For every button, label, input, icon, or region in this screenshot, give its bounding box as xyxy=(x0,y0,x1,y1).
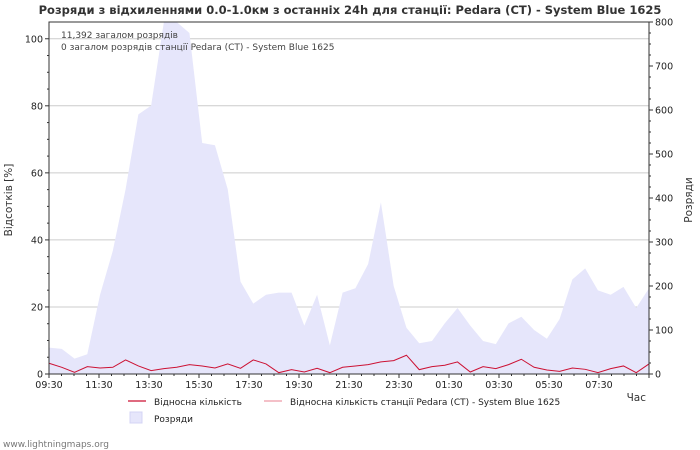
x-axis-label: Час xyxy=(627,392,647,404)
x-tick-label-9: 03:30 xyxy=(485,380,512,391)
y-left-tick-label-0: 0 xyxy=(37,370,43,381)
discharges-area-layer xyxy=(49,22,649,374)
annotation-total-discharges: 11,392 загалом розрядів xyxy=(61,31,178,41)
y-right-tick-label-4: 400 xyxy=(655,194,673,205)
y-left-tick-label-3: 60 xyxy=(31,168,43,179)
footer-credit: www.lightningmaps.org xyxy=(3,440,109,450)
y-right-tick-label-1: 100 xyxy=(655,326,673,337)
y-left-tick-label-5: 100 xyxy=(25,34,43,45)
left-axis-ticks: 0 20 40 60 80 100 xyxy=(25,34,49,381)
legend-label-station-relative: Відносна кількість станції Pedara (CT) -… xyxy=(290,398,560,408)
x-axis-ticks: 09:30 11:30 13:30 15:30 17:30 19:30 21:30 23:30… xyxy=(35,374,650,391)
x-tick-label-10: 05:30 xyxy=(535,380,562,391)
legend-swatch-discharges xyxy=(129,411,143,424)
legend-label-discharges: Розряди xyxy=(154,415,193,425)
right-axis-ticks: 0 100 200 300 400 500 600 700 800 xyxy=(649,18,673,381)
x-tick-label-3: 15:30 xyxy=(185,380,212,391)
chart-title: Розряди з відхиленнями 0.0-1.0км з остан… xyxy=(39,3,662,17)
y-right-tick-label-0: 0 xyxy=(655,370,661,381)
y-left-tick-label-1: 20 xyxy=(31,302,43,313)
x-tick-label-6: 21:30 xyxy=(335,380,362,391)
legend-label-relative: Відносна кількість xyxy=(154,398,242,408)
x-tick-label-4: 17:30 xyxy=(235,380,262,391)
x-tick-label-0: 09:30 xyxy=(35,380,62,391)
y-right-tick-label-5: 500 xyxy=(655,150,673,161)
x-tick-label-1: 11:30 xyxy=(85,380,112,391)
y-right-tick-label-3: 300 xyxy=(655,238,673,249)
x-tick-label-2: 13:30 xyxy=(135,380,162,391)
y-axis-right-label: Розряди xyxy=(683,177,695,222)
relative-count-line xyxy=(48,354,650,374)
y-left-tick-label-4: 80 xyxy=(31,101,43,112)
y-axis-left-label: Відсотків [%] xyxy=(3,164,15,237)
y-left-tick-label-2: 40 xyxy=(31,235,43,246)
x-tick-label-7: 23:30 xyxy=(385,380,412,391)
y-right-tick-label-2: 200 xyxy=(655,282,673,293)
y-right-tick-label-8: 800 xyxy=(655,18,673,29)
x-tick-label-5: 19:30 xyxy=(285,380,312,391)
discharges-area xyxy=(49,22,649,374)
y-right-tick-label-6: 600 xyxy=(655,106,673,117)
annotation-station-discharges: 0 загалом розрядів станції Pedara (CT) -… xyxy=(61,43,334,53)
x-tick-label-11: 07:30 xyxy=(585,380,612,391)
x-tick-label-8: 01:30 xyxy=(435,380,462,391)
y-right-tick-label-7: 700 xyxy=(655,62,673,73)
legend: Відносна кількість Відносна кількість ст… xyxy=(128,398,560,425)
